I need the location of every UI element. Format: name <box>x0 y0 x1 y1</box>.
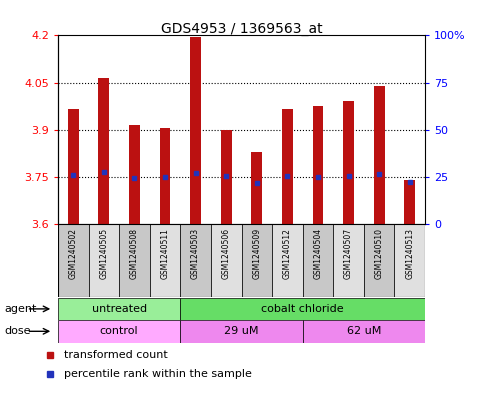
Bar <box>58 320 180 343</box>
Bar <box>221 130 231 224</box>
Bar <box>211 224 242 297</box>
Bar <box>303 320 425 343</box>
Text: GSM1240512: GSM1240512 <box>283 228 292 279</box>
Text: cobalt chloride: cobalt chloride <box>261 304 344 314</box>
Bar <box>282 109 293 224</box>
Text: GSM1240507: GSM1240507 <box>344 228 353 279</box>
Bar <box>180 298 425 320</box>
Text: untreated: untreated <box>92 304 147 314</box>
Bar <box>190 37 201 224</box>
Bar <box>68 109 79 224</box>
Bar <box>252 152 262 224</box>
Text: 62 uM: 62 uM <box>347 326 381 336</box>
Bar <box>272 224 303 297</box>
Text: GSM1240511: GSM1240511 <box>160 228 170 279</box>
Text: GDS4953 / 1369563_at: GDS4953 / 1369563_at <box>161 22 322 36</box>
Bar <box>333 224 364 297</box>
Text: GSM1240508: GSM1240508 <box>130 228 139 279</box>
Text: GSM1240506: GSM1240506 <box>222 228 231 279</box>
Text: GSM1240502: GSM1240502 <box>69 228 78 279</box>
Bar <box>364 224 395 297</box>
Text: agent: agent <box>5 304 37 314</box>
Text: percentile rank within the sample: percentile rank within the sample <box>64 369 252 379</box>
Bar <box>374 86 384 224</box>
Text: GSM1240510: GSM1240510 <box>375 228 384 279</box>
Bar <box>303 224 333 297</box>
Bar <box>160 128 170 224</box>
Bar <box>99 78 109 224</box>
Bar <box>119 224 150 297</box>
Text: GSM1240503: GSM1240503 <box>191 228 200 279</box>
Bar <box>88 224 119 297</box>
Bar <box>404 180 415 224</box>
Text: control: control <box>100 326 139 336</box>
Text: GSM1240504: GSM1240504 <box>313 228 323 279</box>
Bar <box>58 224 88 297</box>
Text: dose: dose <box>5 326 31 336</box>
Text: GSM1240509: GSM1240509 <box>252 228 261 279</box>
Bar <box>180 320 303 343</box>
Bar <box>150 224 180 297</box>
Bar <box>395 224 425 297</box>
Text: GSM1240513: GSM1240513 <box>405 228 414 279</box>
Bar <box>180 224 211 297</box>
Bar <box>343 101 354 224</box>
Bar <box>313 106 323 224</box>
Text: GSM1240505: GSM1240505 <box>99 228 108 279</box>
Bar <box>129 125 140 224</box>
Bar <box>58 298 180 320</box>
Bar <box>242 224 272 297</box>
Text: transformed count: transformed count <box>64 350 168 360</box>
Text: 29 uM: 29 uM <box>224 326 259 336</box>
